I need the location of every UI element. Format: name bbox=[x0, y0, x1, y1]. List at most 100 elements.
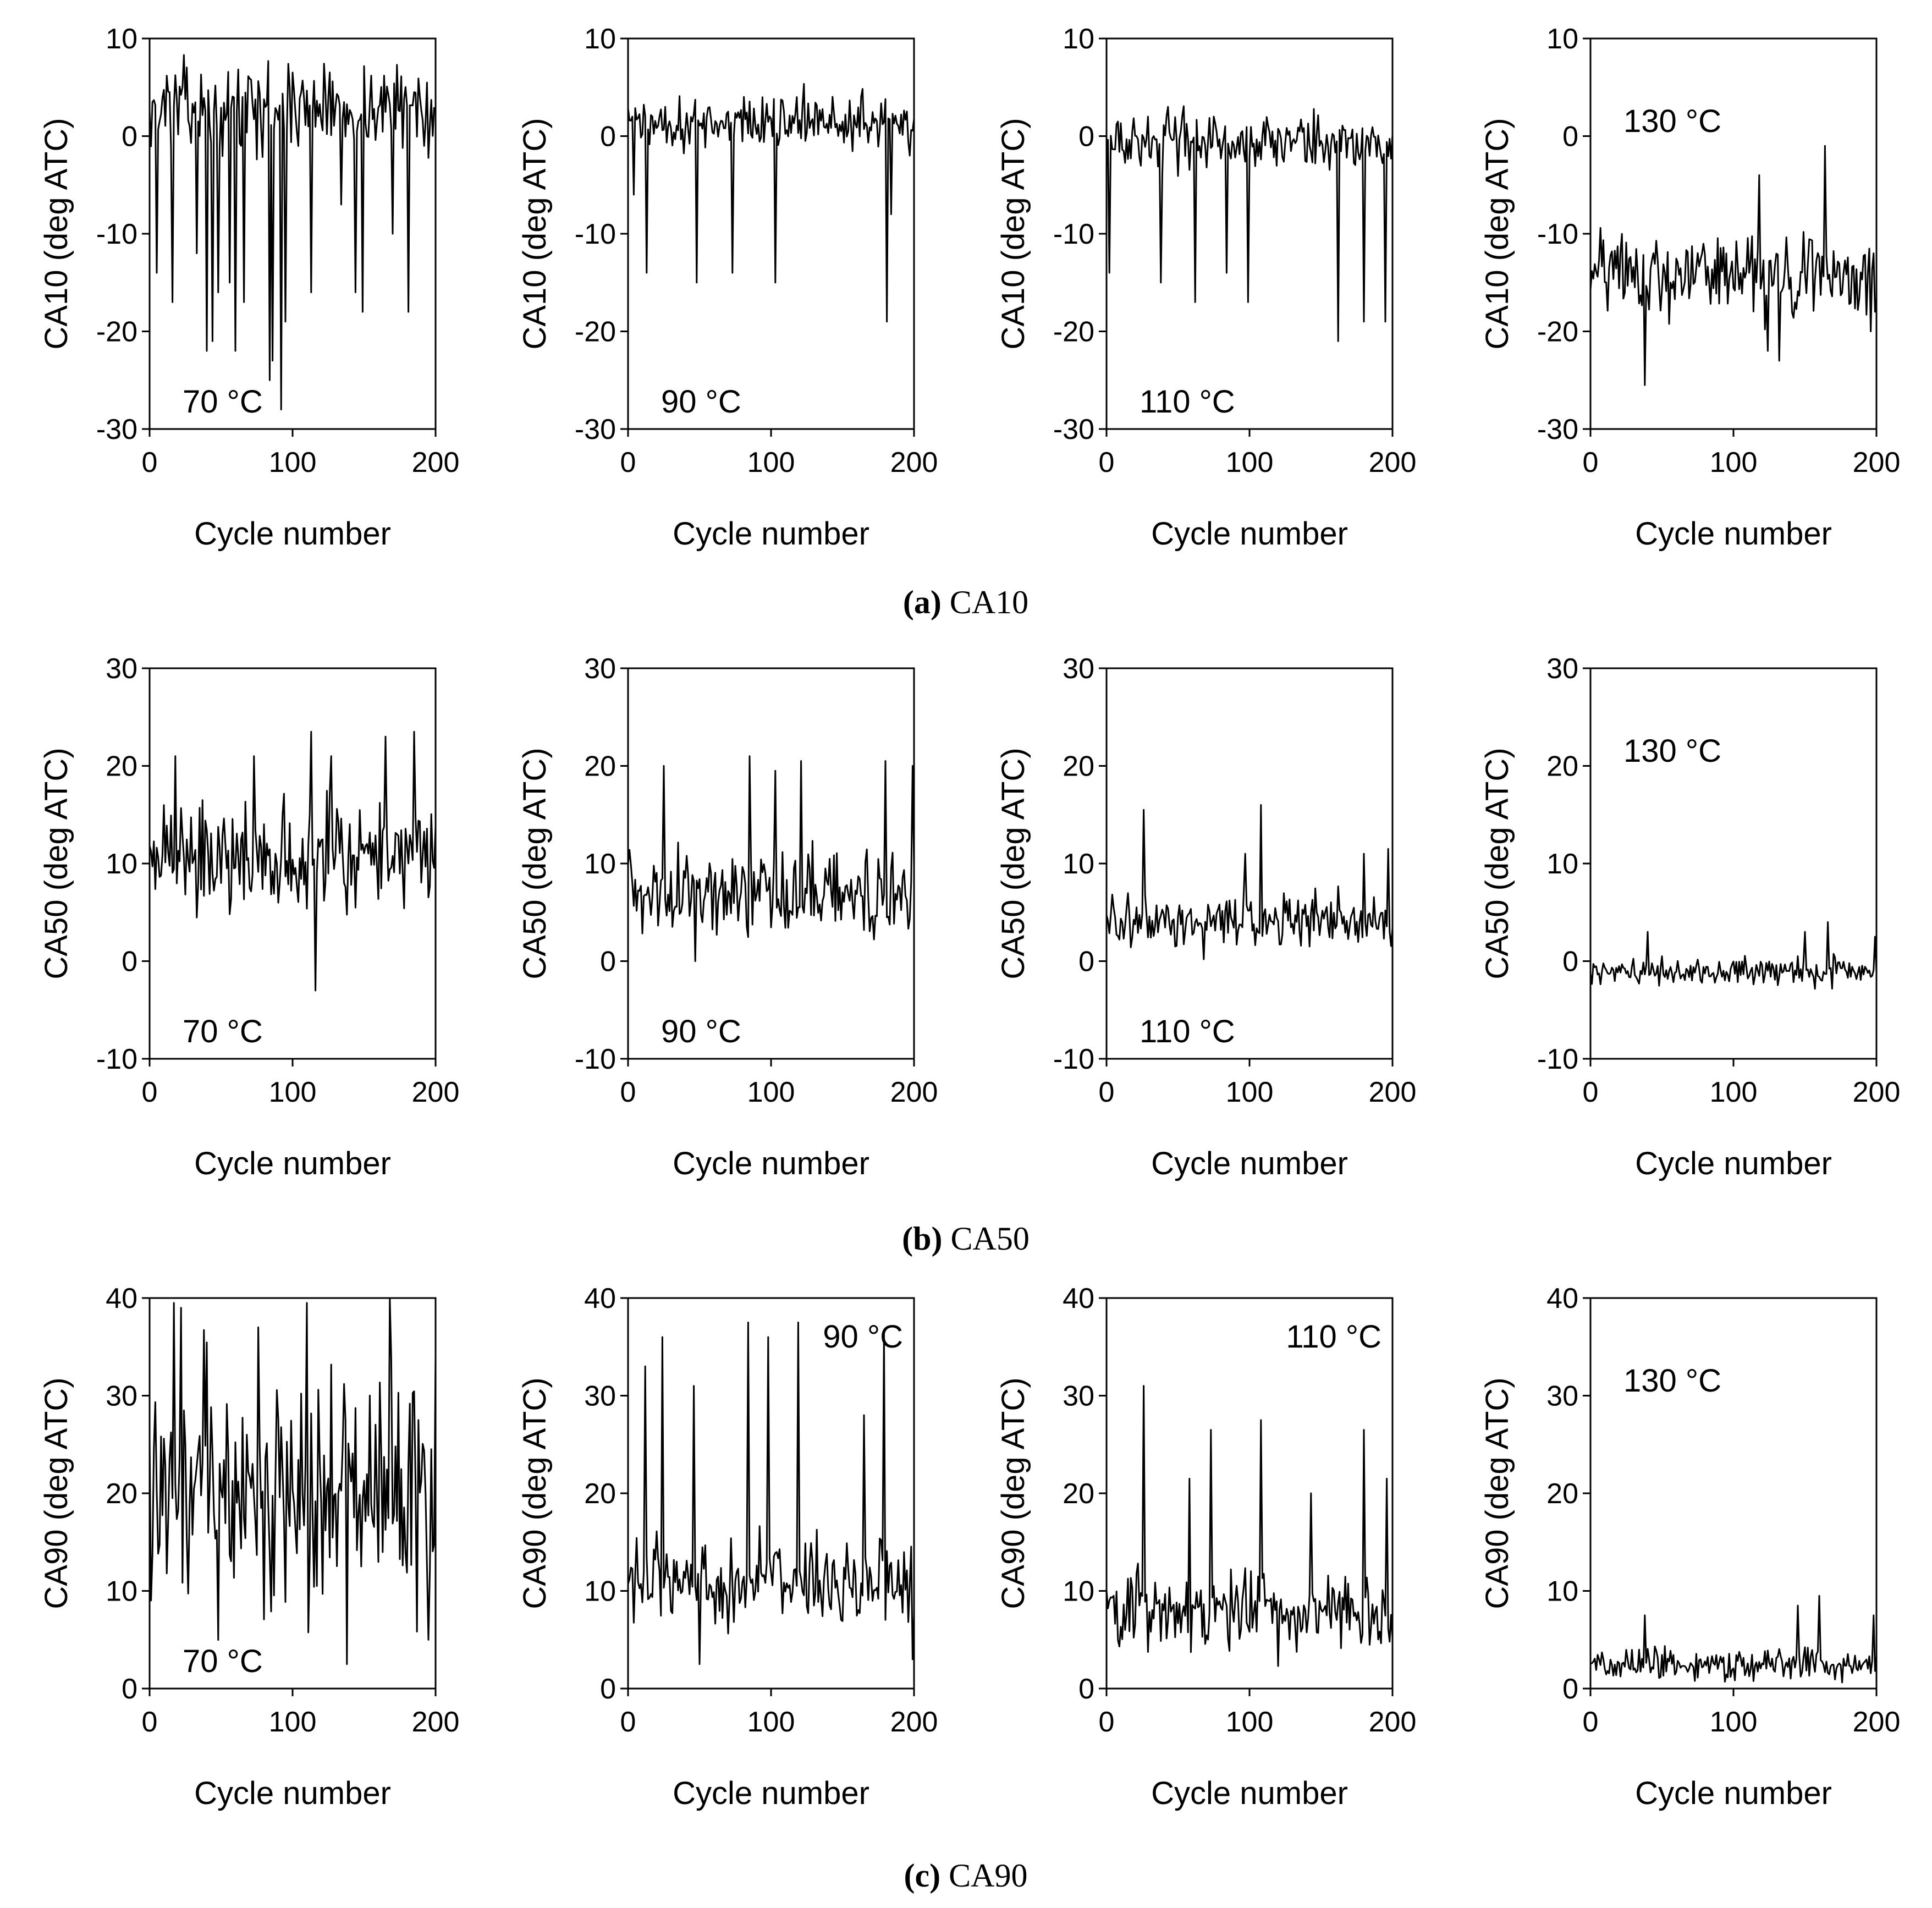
x-tick-label: 200 bbox=[890, 447, 938, 479]
x-tick-label: 100 bbox=[1226, 1076, 1274, 1108]
plot-frame bbox=[1589, 37, 1878, 430]
x-tick-label: 100 bbox=[1226, 1706, 1274, 1738]
y-tick-label: 20 bbox=[1063, 1478, 1094, 1510]
y-tick-label: 40 bbox=[1546, 1283, 1578, 1315]
y-axis-label: CA10 (deg ATC) bbox=[38, 118, 74, 349]
plot-frame bbox=[627, 37, 915, 430]
temperature-label: 130 °C bbox=[1623, 1363, 1721, 1399]
y-tick-label: 10 bbox=[584, 23, 616, 55]
y-tick-label: 0 bbox=[600, 946, 616, 978]
x-tick-label: 0 bbox=[620, 1706, 636, 1738]
y-tick-label: 10 bbox=[1546, 1576, 1578, 1608]
y-tick-label: 20 bbox=[1063, 751, 1094, 783]
temperature-label: 90 °C bbox=[823, 1319, 903, 1355]
y-tick-label: 10 bbox=[1063, 23, 1094, 55]
x-axis-label: Cycle number bbox=[1635, 1775, 1832, 1811]
temperature-label: 70 °C bbox=[183, 384, 263, 420]
x-tick-label: 200 bbox=[890, 1076, 938, 1108]
x-tick-label: 200 bbox=[1369, 1706, 1417, 1738]
temperature-label: 70 °C bbox=[183, 1014, 263, 1049]
y-tick-label: 0 bbox=[1078, 121, 1094, 153]
temperature-label: 110 °C bbox=[1140, 1014, 1235, 1049]
x-tick-label: 100 bbox=[747, 1706, 795, 1738]
y-axis-label: CA10 (deg ATC) bbox=[517, 118, 553, 349]
y-axis-label: CA10 (deg ATC) bbox=[1479, 118, 1515, 349]
x-tick-label: 200 bbox=[412, 447, 460, 479]
y-tick-label: 10 bbox=[584, 848, 616, 880]
x-tick-label: 0 bbox=[142, 447, 158, 479]
caption-c: (c) CA90 bbox=[904, 1857, 1028, 1894]
y-tick-label: 10 bbox=[106, 848, 137, 880]
x-axis-label: Cycle number bbox=[1151, 1775, 1348, 1811]
data-line bbox=[1589, 145, 1878, 386]
data-line bbox=[1589, 921, 1878, 990]
x-axis-label: Cycle number bbox=[1151, 1146, 1348, 1181]
x-axis-label: Cycle number bbox=[1635, 516, 1832, 552]
y-axis-label: CA50 (deg ATC) bbox=[38, 747, 74, 979]
temperature-label: 110 °C bbox=[1140, 384, 1235, 420]
x-tick-label: 100 bbox=[269, 1706, 317, 1738]
y-tick-label: 20 bbox=[1546, 751, 1578, 783]
temperature-label: 110 °C bbox=[1286, 1319, 1381, 1355]
y-tick-label: 10 bbox=[106, 23, 137, 55]
y-tick-label: 0 bbox=[1562, 121, 1578, 153]
y-tick-label: 10 bbox=[1063, 1576, 1094, 1608]
x-axis-label: Cycle number bbox=[673, 1775, 869, 1811]
y-axis-label: CA50 (deg ATC) bbox=[517, 747, 553, 979]
y-tick-label: 30 bbox=[1063, 653, 1094, 685]
y-tick-label: 20 bbox=[584, 751, 616, 783]
plot-frame bbox=[627, 667, 915, 1060]
x-tick-label: 0 bbox=[1099, 1076, 1115, 1108]
y-tick-label: 0 bbox=[1078, 946, 1094, 978]
y-tick-label: -20 bbox=[1537, 316, 1578, 348]
y-tick-label: 10 bbox=[1063, 848, 1094, 880]
x-tick-label: 100 bbox=[747, 447, 795, 479]
y-tick-label: -20 bbox=[1053, 316, 1094, 348]
y-tick-label: 30 bbox=[1063, 1381, 1094, 1412]
y-tick-label: -30 bbox=[1053, 414, 1094, 446]
y-tick-label: 0 bbox=[1078, 1673, 1094, 1705]
x-tick-label: 200 bbox=[412, 1706, 460, 1738]
y-axis-label: CA90 (deg ATC) bbox=[38, 1377, 74, 1609]
y-tick-label: 0 bbox=[122, 1673, 137, 1705]
y-tick-label: 20 bbox=[1546, 1478, 1578, 1510]
temperature-label: 90 °C bbox=[661, 1014, 741, 1049]
data-line bbox=[1105, 1385, 1394, 1667]
x-tick-label: 0 bbox=[1099, 1706, 1115, 1738]
data-line bbox=[627, 755, 915, 962]
y-tick-label: 10 bbox=[584, 1576, 616, 1608]
y-tick-label: -10 bbox=[96, 1043, 137, 1075]
x-tick-label: 200 bbox=[890, 1706, 938, 1738]
x-axis-label: Cycle number bbox=[673, 1146, 869, 1181]
chart-ca90_70: 0 10 20 30 40 0 100 200 Cycle number CA90 (deg AT… bbox=[38, 1283, 459, 1811]
temperature-label: 130 °C bbox=[1623, 733, 1721, 769]
y-axis-label: CA90 (deg ATC) bbox=[1479, 1377, 1515, 1609]
y-tick-label: 0 bbox=[1562, 946, 1578, 978]
y-tick-label: 20 bbox=[106, 1478, 137, 1510]
data-line bbox=[627, 1321, 915, 1665]
x-tick-label: 200 bbox=[1853, 447, 1901, 479]
y-tick-label: -10 bbox=[1053, 1043, 1094, 1075]
caption-b: (b) CA50 bbox=[902, 1220, 1030, 1257]
x-tick-label: 100 bbox=[269, 447, 317, 479]
y-tick-label: -30 bbox=[1537, 414, 1578, 446]
x-tick-label: 100 bbox=[1710, 1706, 1758, 1738]
x-tick-label: 100 bbox=[1710, 1076, 1758, 1108]
x-tick-label: 0 bbox=[620, 1076, 636, 1108]
x-axis-label: Cycle number bbox=[194, 1775, 391, 1811]
y-tick-label: 10 bbox=[106, 1576, 137, 1608]
y-tick-label: 30 bbox=[106, 1381, 137, 1412]
y-tick-label: -20 bbox=[575, 316, 616, 348]
y-tick-label: -30 bbox=[575, 414, 616, 446]
row-captions: (a) CA10 (b) CA50 (c) CA90 bbox=[902, 584, 1030, 1894]
chart-ca90_110: 0 10 20 30 40 0 100 200 Cycle number CA90 (deg AT… bbox=[995, 1283, 1416, 1811]
x-tick-label: 0 bbox=[1583, 447, 1599, 479]
